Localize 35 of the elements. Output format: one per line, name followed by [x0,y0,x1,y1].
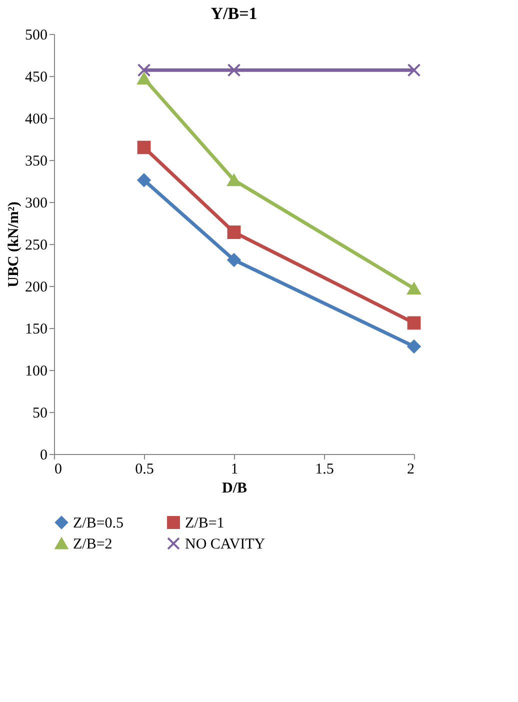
x-tick-label: 1.5 [315,462,334,478]
y-axis-title: UBC (kN/m²) [6,202,22,288]
y-tick-label: 300 [25,196,48,212]
x-tick-label: 0 [54,462,62,478]
legend-label: NO CAVITY [185,536,266,552]
y-tick-label: 350 [25,154,48,170]
x-axis-title: D/B [222,480,248,496]
y-tick-label: 450 [25,70,48,86]
y-tick-label: 400 [25,112,48,128]
legend-label: Z/B=2 [73,536,112,552]
y-tick-label: 150 [25,322,48,338]
x-tick-label: 0.5 [135,462,154,478]
y-tick-label: 500 [25,28,48,44]
y-tick-label: 250 [25,238,48,254]
y-tick-label: 0 [40,448,48,464]
point [227,63,241,77]
point [407,282,421,294]
legend-label: Z/B=1 [185,516,224,532]
y-tick-label: 200 [25,280,48,296]
point [227,253,241,267]
legend-label: Z/B=0.5 [73,516,124,532]
y-tick-label: 50 [32,406,48,422]
chart-title: Y/B=1 [210,4,258,23]
point [137,140,151,154]
point [137,72,151,84]
point [137,173,151,187]
point [407,316,421,330]
y-tick-label: 100 [25,364,48,380]
point [407,63,421,77]
x-tick-label: 1 [230,462,238,478]
point [407,340,421,354]
x-tick-label: 2 [407,462,414,478]
point [137,63,151,77]
point [227,174,241,186]
point [227,226,241,239]
